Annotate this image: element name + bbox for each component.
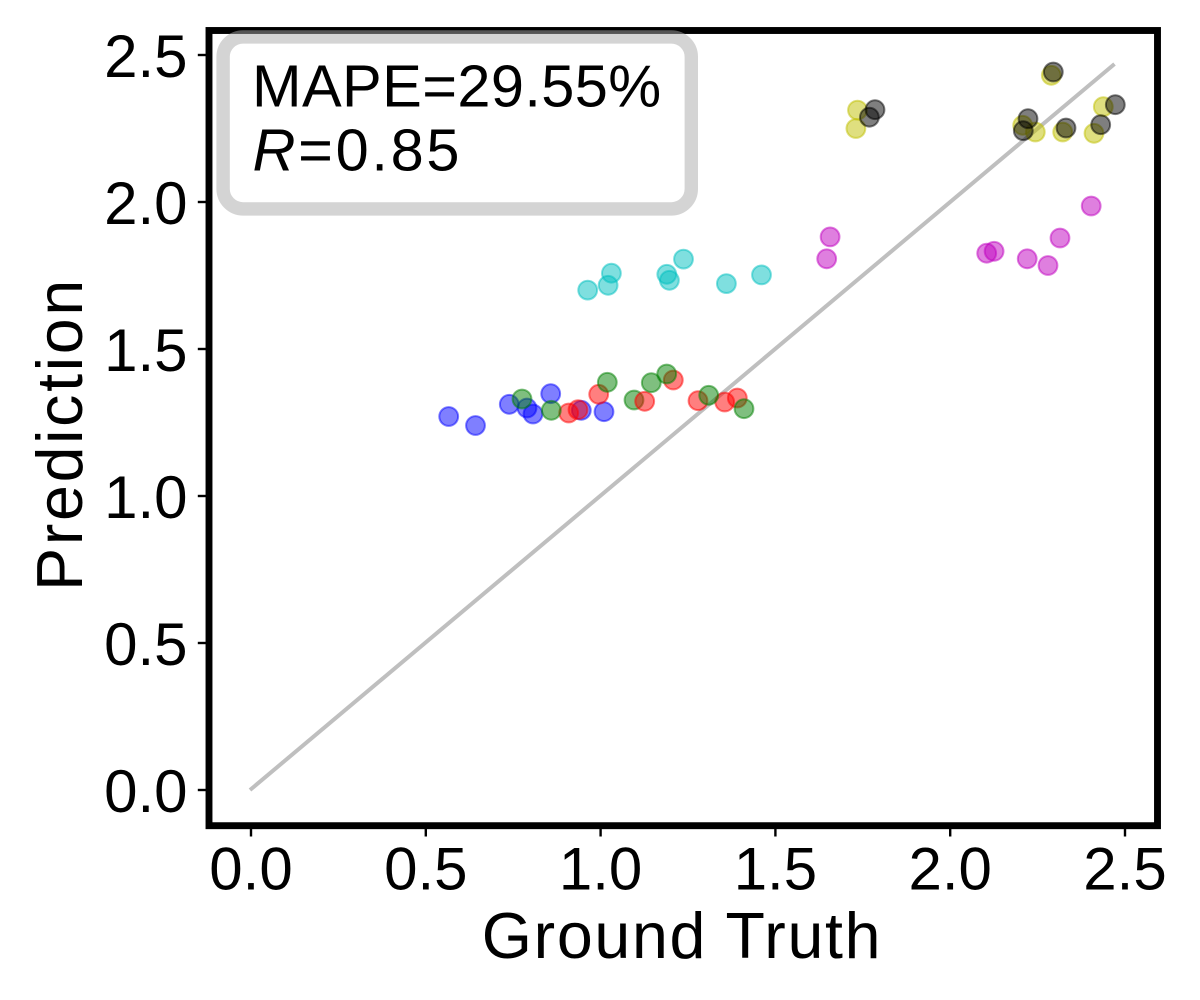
svg-text:Prediction: Prediction xyxy=(24,277,96,591)
svg-text:2.0: 2.0 xyxy=(908,836,991,903)
svg-text:0.0: 0.0 xyxy=(209,836,292,903)
svg-text:1.0: 1.0 xyxy=(104,464,187,531)
svg-text:0.5: 0.5 xyxy=(384,836,467,903)
svg-text:2.0: 2.0 xyxy=(104,170,187,237)
svg-text:1.0: 1.0 xyxy=(559,836,642,903)
svg-text:2.5: 2.5 xyxy=(104,23,187,90)
svg-text:0.0: 0.0 xyxy=(104,758,187,825)
svg-text:R=0.85: R=0.85 xyxy=(253,117,463,184)
svg-text:MAPE=29.55%: MAPE=29.55% xyxy=(252,53,662,120)
svg-text:0.5: 0.5 xyxy=(104,611,187,678)
svg-text:Ground Truth: Ground Truth xyxy=(482,900,882,972)
svg-text:2.5: 2.5 xyxy=(1083,836,1166,903)
svg-text:1.5: 1.5 xyxy=(104,317,187,384)
svg-text:1.5: 1.5 xyxy=(734,836,817,903)
